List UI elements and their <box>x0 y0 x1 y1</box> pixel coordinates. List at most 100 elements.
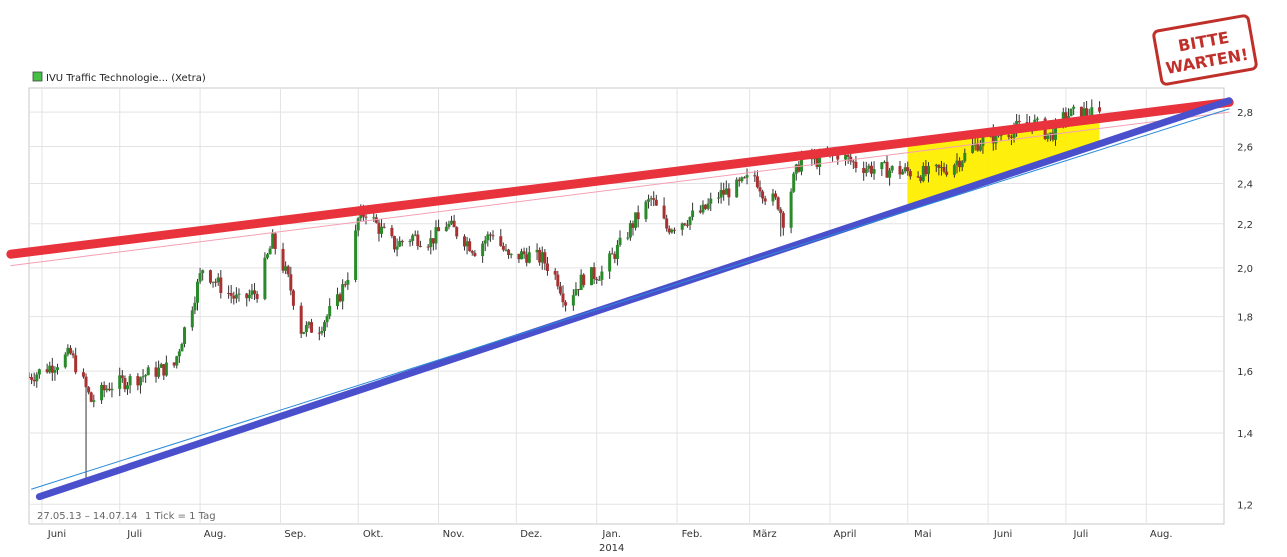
candle-body <box>849 156 853 162</box>
y-tick-label: 1,6 <box>1237 367 1253 378</box>
candle-body <box>745 175 749 178</box>
candle-body <box>201 270 205 274</box>
candle-body <box>776 197 780 210</box>
candle-body <box>709 198 713 204</box>
candle-body <box>81 372 85 377</box>
candle-body <box>649 198 653 200</box>
candle-body <box>717 197 721 199</box>
x-tick-label: Sep. <box>284 529 306 540</box>
candle-body <box>100 384 104 401</box>
candle-body <box>553 270 557 275</box>
candle-body <box>1069 108 1073 117</box>
candle-body <box>571 295 575 306</box>
candle-body <box>1007 135 1011 137</box>
candle-body <box>934 164 938 167</box>
candle-body <box>395 246 399 250</box>
candle-body <box>110 388 114 391</box>
candle-body <box>574 289 578 296</box>
candle-body <box>981 137 985 146</box>
footer-tick: 1 Tick = 1 Tag <box>145 511 216 522</box>
candle-body <box>867 165 871 169</box>
candle-body <box>626 237 630 239</box>
candle-body <box>864 168 868 173</box>
candle-body <box>680 223 684 230</box>
candle-body <box>722 190 726 195</box>
candle-body <box>465 241 469 247</box>
candle-body <box>468 241 472 252</box>
candle-body <box>138 377 142 386</box>
candle-body <box>50 365 54 373</box>
candle-body <box>792 173 796 192</box>
y-tick-label: 2,8 <box>1237 108 1253 119</box>
candle-body <box>374 217 378 223</box>
candle-body <box>411 235 415 241</box>
candle-body <box>154 367 158 377</box>
candle-body <box>372 217 376 219</box>
candle-body <box>45 369 49 373</box>
candle-body <box>320 330 324 334</box>
candle-body <box>615 244 619 259</box>
candle-body <box>120 375 124 379</box>
candle-body <box>815 155 819 167</box>
candle-body <box>862 167 866 173</box>
candle-body <box>543 252 547 264</box>
candle-body <box>1009 136 1013 138</box>
candle-body <box>903 167 907 172</box>
x-tick-label: Aug. <box>204 529 227 540</box>
candle-body <box>102 384 106 391</box>
candle-body <box>597 279 601 281</box>
candle-body <box>577 289 581 291</box>
candle-body <box>818 153 822 167</box>
candle-body <box>556 274 560 287</box>
candle-body <box>683 223 687 225</box>
candle-body <box>107 388 111 391</box>
candle-body <box>141 376 145 378</box>
plot-area <box>6 87 1234 525</box>
candle-body <box>180 343 184 352</box>
candle-body <box>613 254 617 259</box>
trendline-3 <box>31 108 1230 490</box>
candle-body <box>216 277 220 283</box>
candle-body <box>901 171 905 175</box>
x-tick-label: Juni <box>993 529 1012 540</box>
candle-body <box>343 284 347 286</box>
candle-body <box>208 270 212 283</box>
x-tick-label: April <box>834 529 857 540</box>
candle-body <box>647 199 651 202</box>
trendline-0 <box>6 97 1234 259</box>
candle-body <box>390 227 394 237</box>
candle-body <box>561 293 565 303</box>
candle-body <box>162 364 166 376</box>
candle-body <box>735 179 739 198</box>
candle-body <box>628 223 632 238</box>
candle-body <box>470 251 474 253</box>
footer: 27.05.13 – 14.07.14 1 Tick = 1 Tag <box>37 511 216 522</box>
legend-label: IVU Traffic Technologie... (Xetra) <box>46 73 206 84</box>
candle-body <box>522 251 526 255</box>
candle-body <box>994 130 998 144</box>
candle-body <box>724 188 728 195</box>
candle-body <box>631 223 635 228</box>
candle-body <box>740 177 744 182</box>
candle-body <box>742 177 746 179</box>
candle-body <box>662 205 666 219</box>
candle-body <box>364 216 368 218</box>
candle-body <box>846 154 850 157</box>
candle-body <box>146 367 150 376</box>
candle-body <box>338 294 342 302</box>
candle-body <box>89 392 93 402</box>
candle-body <box>945 171 949 175</box>
y-tick-label: 1,8 <box>1237 313 1253 324</box>
candle-body <box>701 204 705 213</box>
candle-body <box>579 274 583 290</box>
candle-body <box>844 154 848 160</box>
candle-body <box>939 167 943 169</box>
candle-body <box>540 252 544 263</box>
candle-body <box>509 253 513 256</box>
wait-stamp[interactable]: BITTE WARTEN! <box>1152 14 1258 86</box>
candle-body <box>299 305 303 334</box>
candle-body <box>1046 133 1050 139</box>
candle-body <box>727 188 731 198</box>
candle-body <box>37 369 41 375</box>
candle-body <box>753 175 757 177</box>
